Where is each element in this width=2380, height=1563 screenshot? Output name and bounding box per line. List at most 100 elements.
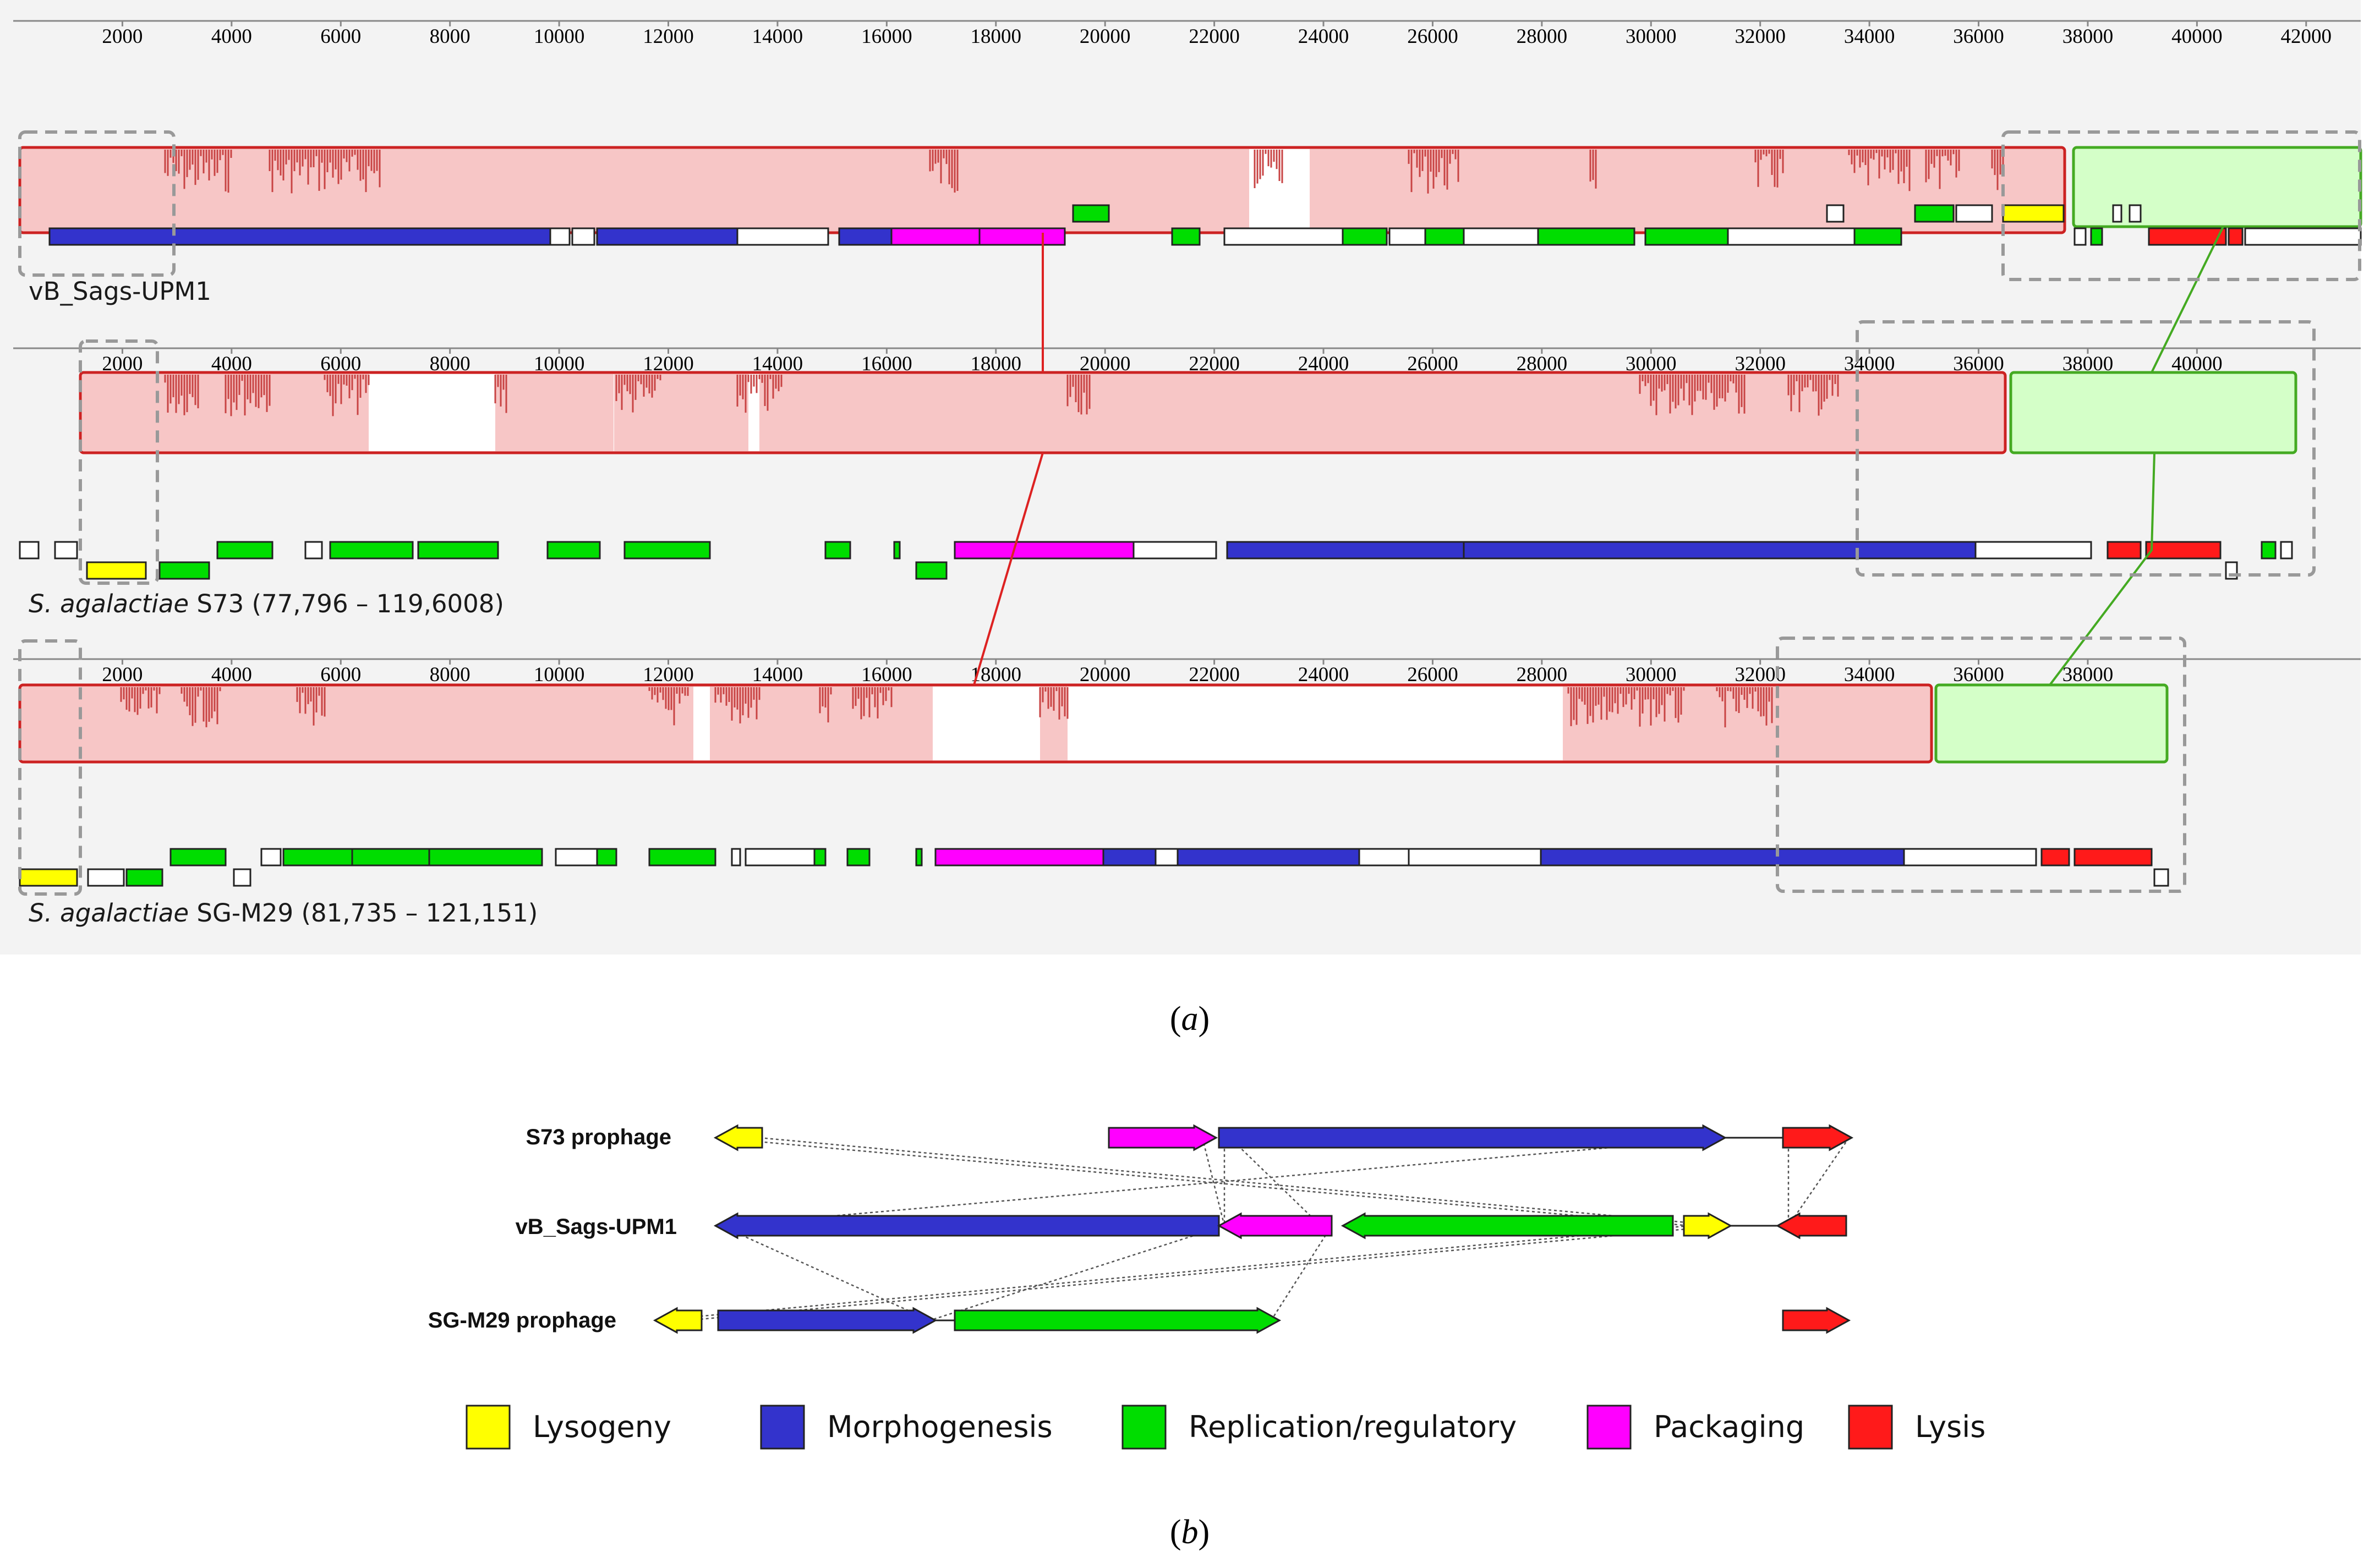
gene-box — [86, 561, 147, 580]
track-label-strain: vB_Sags-UPM1 — [29, 277, 211, 306]
gene-box — [1102, 848, 1157, 866]
gene-box — [1388, 227, 1426, 246]
gene-box — [1177, 848, 1360, 866]
axis-tick-label: 10000 — [534, 663, 585, 686]
gene-box — [1342, 227, 1388, 246]
row-label-upm1: vB_Sags-UPM1 — [516, 1215, 677, 1239]
gene-box — [417, 541, 499, 560]
axis-tick-label: 24000 — [1298, 25, 1349, 48]
gene-box — [596, 227, 738, 246]
axis-tick-label: 16000 — [861, 25, 912, 48]
gene-box — [428, 848, 543, 866]
track-layer: 2000 4000 6000 8000 10000 12000 14000 16000 1800… — [13, 20, 2362, 928]
axis-tick-label: 36000 — [1953, 25, 2004, 48]
gene-box — [2153, 868, 2169, 887]
gene-box — [890, 227, 981, 246]
alignment-gap — [693, 687, 710, 760]
legend-swatch — [1848, 1405, 1893, 1450]
highlight-box — [18, 639, 82, 896]
gene-box — [1132, 541, 1217, 560]
gene-box — [1463, 227, 1542, 246]
gene-box — [1853, 227, 1902, 246]
gene-box — [1826, 204, 1845, 223]
track-label: S. agalactiae S73 (77,796 – 119,6008) — [29, 589, 504, 618]
gene-box — [19, 541, 40, 560]
axis-tick-label: 18000 — [971, 25, 1022, 48]
legend-label: Replication/regulatory — [1189, 1410, 1517, 1444]
gene-box — [934, 848, 1104, 866]
legend-label: Morphogenesis — [827, 1410, 1053, 1444]
gene-box — [1540, 848, 1905, 866]
synteny-line — [687, 1225, 1723, 1321]
axis-tick-label: 42000 — [2281, 25, 2332, 48]
gene-box — [158, 561, 210, 580]
track-label-species: S. agalactiae — [29, 589, 189, 618]
gene-box — [48, 227, 551, 246]
similarity-profile — [1039, 687, 1069, 720]
gene-box — [2107, 541, 2142, 560]
panel-b-label: (b) — [1170, 1513, 1210, 1551]
similarity-profile — [736, 375, 783, 413]
gene-box — [1155, 848, 1179, 866]
similarity-profile — [269, 150, 381, 194]
axis-tick-label: 38000 — [2062, 25, 2114, 48]
morphogenesis-gene-arrow — [1218, 1124, 1727, 1151]
gene-box — [329, 541, 414, 560]
synteny-line — [715, 1137, 1690, 1227]
track-label-strain: S73 (77,796 – 119,6008) — [189, 589, 504, 618]
lysogeny-gene-arrow — [1683, 1212, 1733, 1240]
gene-box — [978, 227, 1066, 246]
axis-tick-label: 12000 — [643, 25, 694, 48]
lysis-gene-arrow — [1775, 1212, 1847, 1240]
axis-tick-label: 2000 — [102, 663, 143, 686]
genome-track: 2000 4000 6000 8000 10000 12000 14000 16000 1800… — [13, 658, 2361, 928]
axis-tick-label: 6000 — [320, 663, 361, 686]
gene-box — [304, 541, 323, 560]
axis-tick-label: 26000 — [1407, 663, 1458, 686]
gene-box — [1408, 848, 1542, 866]
gene-box — [1903, 848, 2037, 866]
gene-box — [2244, 227, 2362, 246]
gene-box — [2073, 848, 2153, 866]
packaging-gene-arrow — [1108, 1124, 1218, 1151]
axis-tick-label: 20000 — [1080, 663, 1131, 686]
synteny-line — [929, 1225, 1225, 1321]
legend-swatch — [466, 1405, 511, 1450]
similarity-profile — [324, 375, 370, 416]
legend-label: Lysis — [1915, 1410, 1985, 1444]
gene-box — [824, 541, 851, 560]
gene-box — [1171, 227, 1201, 246]
axis-tick-label: 4000 — [211, 663, 252, 686]
similarity-profile — [180, 687, 221, 727]
synteny-line — [1270, 1225, 1333, 1321]
gene-box — [954, 541, 1135, 560]
gene-box — [838, 227, 893, 246]
similarity-profile — [1639, 375, 1746, 415]
similarity-profile — [1848, 150, 1911, 191]
gene-box — [282, 848, 353, 866]
lysogeny-gene-arrow — [713, 1124, 763, 1151]
gene-box — [351, 848, 430, 866]
gene-box — [1072, 204, 1110, 223]
similarity-profile — [1925, 150, 1960, 189]
gene-box — [125, 868, 163, 887]
gene-row — [19, 541, 2293, 580]
replication-gene-arrow — [954, 1307, 1282, 1334]
similarity-profile — [225, 375, 271, 416]
synteny-line — [1201, 1137, 1225, 1226]
gene-box — [216, 541, 273, 560]
axis-tick-label: 30000 — [1626, 663, 1677, 686]
axis-tick-label: 28000 — [1517, 25, 1568, 48]
axis-tick-label: 20000 — [1080, 25, 1131, 48]
similarity-profile — [1991, 150, 2004, 190]
row-label-sgm29: SG-M29 prophage — [428, 1308, 616, 1332]
gene-box — [596, 848, 617, 866]
gene-box — [2073, 227, 2087, 246]
gene-box — [1537, 227, 1635, 246]
highlight-box — [79, 339, 159, 585]
similarity-profile — [1716, 687, 1773, 728]
gene-box — [813, 848, 827, 866]
gene-box — [2148, 227, 2227, 246]
